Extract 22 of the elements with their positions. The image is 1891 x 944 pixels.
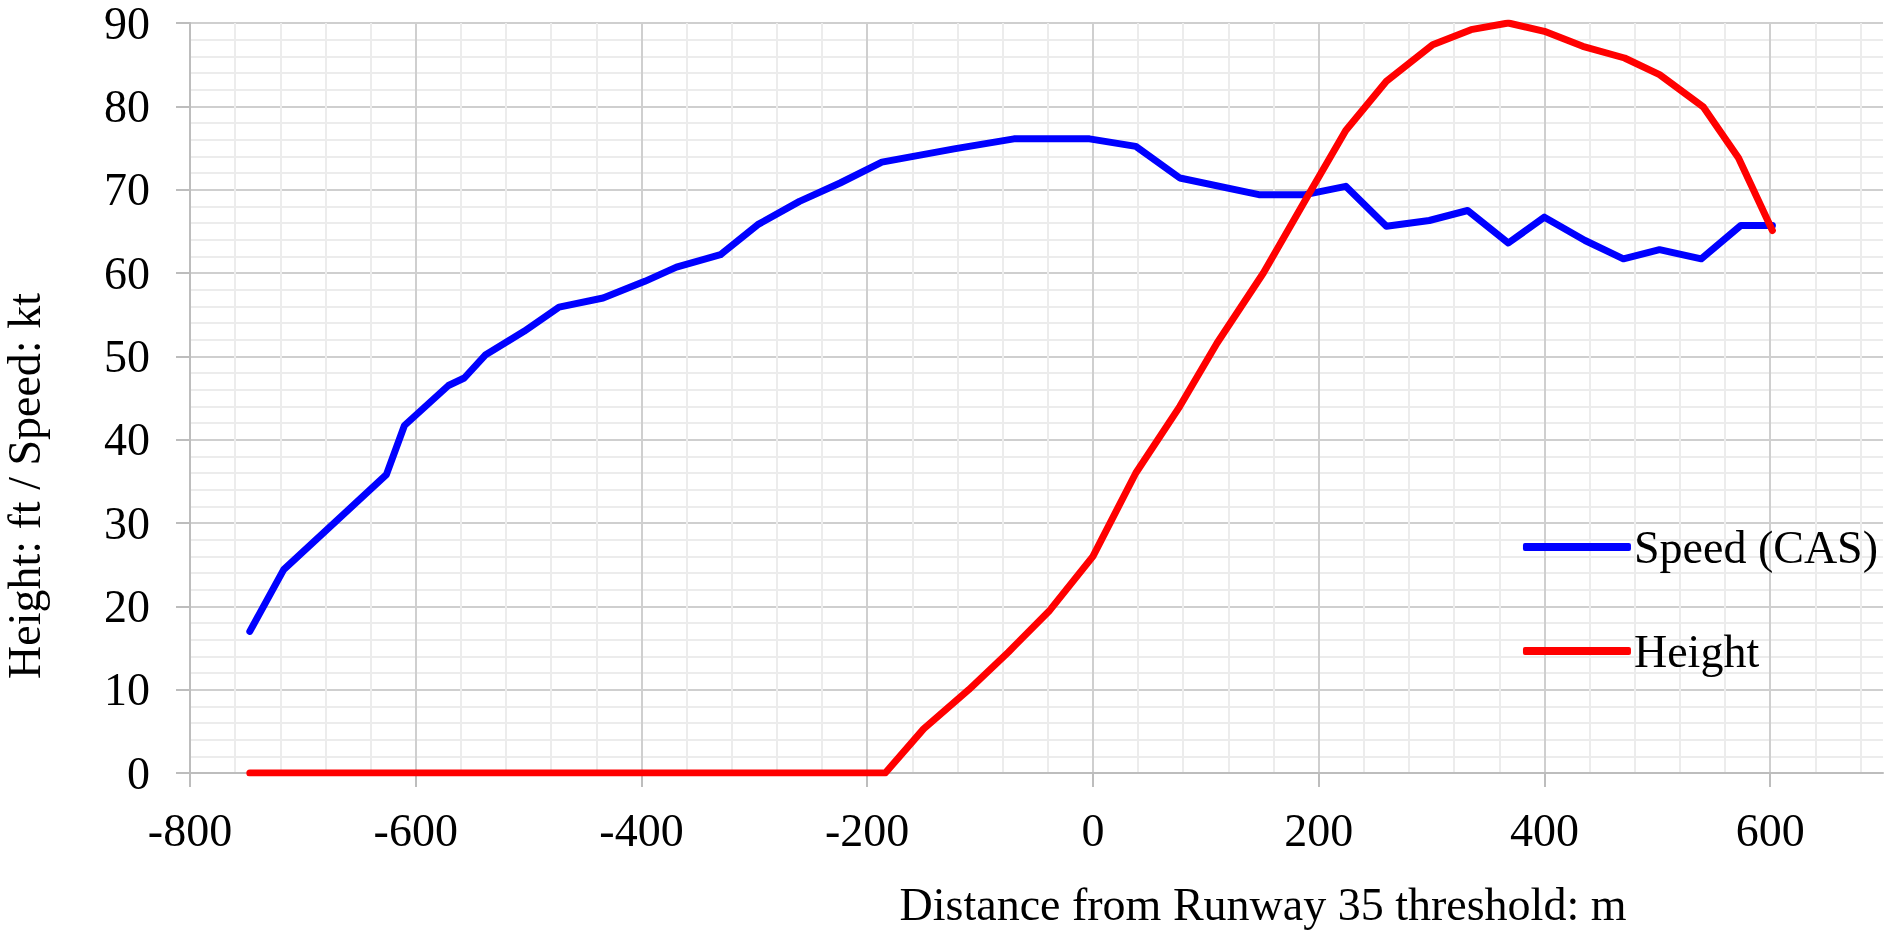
y-tick-label: 40 bbox=[104, 414, 150, 466]
y-tick-label: 0 bbox=[127, 747, 150, 799]
x-tick-label: 400 bbox=[1509, 804, 1579, 856]
x-tick-label: -400 bbox=[599, 804, 684, 856]
y-axis-title: Height: ft / Speed: kt bbox=[0, 292, 50, 679]
y-tick-label: 80 bbox=[104, 80, 150, 132]
y-tick-label: 70 bbox=[104, 164, 150, 216]
x-tick-label: 0 bbox=[1081, 804, 1105, 856]
y-tick-label: 10 bbox=[104, 664, 150, 716]
y-tick-label: 60 bbox=[104, 247, 150, 299]
y-tick-label: 50 bbox=[104, 330, 150, 382]
y-tick-label: 30 bbox=[104, 497, 150, 549]
x-tick-label: 600 bbox=[1735, 804, 1805, 856]
x-tick-label: -200 bbox=[825, 804, 910, 856]
y-tick-label: 90 bbox=[104, 0, 150, 49]
x-tick-label: -600 bbox=[373, 804, 458, 856]
legend-label: Height bbox=[1633, 625, 1760, 677]
y-tick-label: 20 bbox=[104, 580, 150, 632]
x-axis-title: Distance from Runway 35 threshold: m bbox=[899, 878, 1627, 930]
x-tick-label: 200 bbox=[1284, 804, 1354, 856]
x-tick-label: -800 bbox=[147, 804, 233, 856]
legend-label: Speed (CAS) bbox=[1633, 521, 1879, 573]
